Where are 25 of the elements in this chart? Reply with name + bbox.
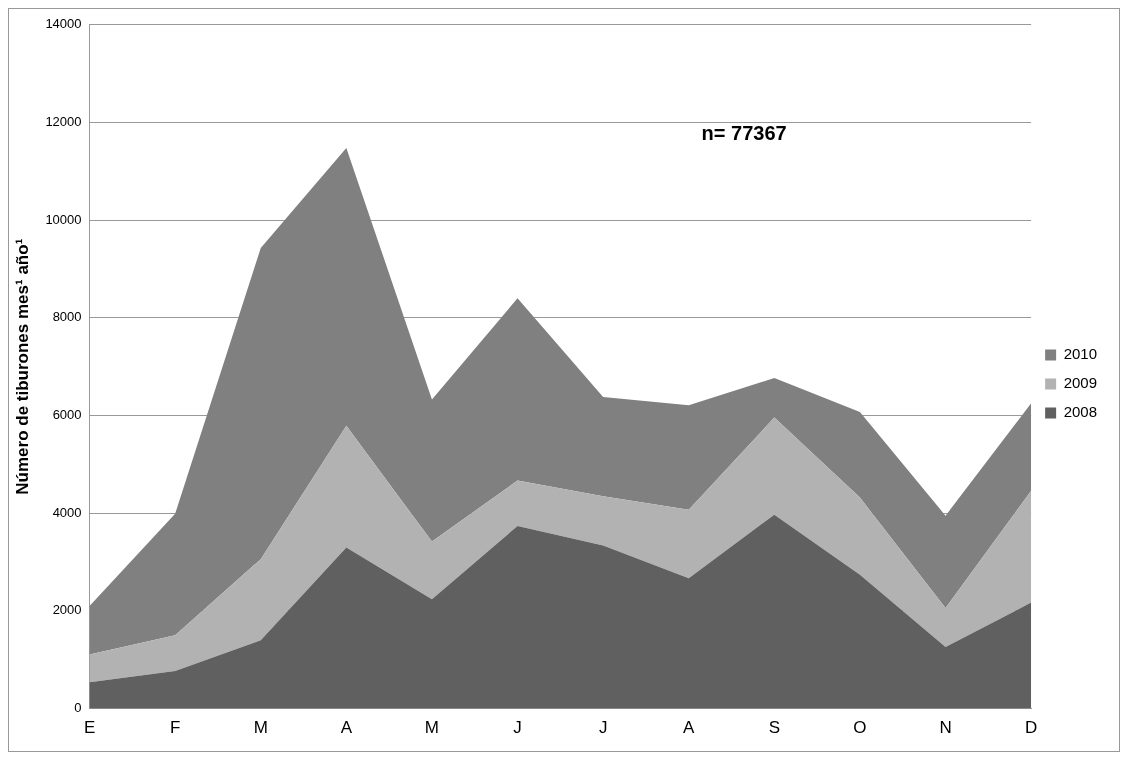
x-tick-label: S — [768, 718, 781, 738]
y-tick-label: 8000 — [52, 309, 82, 325]
annotation: n= 77367 — [701, 121, 787, 144]
y-tick-label: 10000 — [45, 211, 82, 227]
x-tick-label: O — [853, 718, 867, 738]
y-axis-title: Número de tiburones mes¹ año¹ — [12, 238, 32, 495]
y-tick-label: 6000 — [52, 407, 82, 423]
y-tick-label: 4000 — [52, 504, 82, 520]
x-tick-label: E — [83, 718, 96, 738]
x-tick-label: F — [169, 718, 181, 738]
y-tick-label: 14000 — [45, 16, 82, 32]
legend-label: 2009 — [1063, 374, 1098, 392]
x-tick-label: N — [939, 718, 952, 738]
x-tick-label: M — [253, 718, 268, 738]
x-tick-label: D — [1024, 718, 1038, 738]
x-tick-label: J — [598, 718, 608, 738]
y-tick-label: 12000 — [45, 114, 82, 130]
y-tick-label: 0 — [74, 700, 82, 716]
x-tick-label: J — [513, 718, 522, 738]
x-tick-label: A — [683, 718, 696, 738]
x-tick-label: A — [340, 718, 353, 738]
legend-label: 2010 — [1063, 345, 1098, 363]
x-tick-label: M — [424, 718, 440, 738]
legend-label: 2008 — [1063, 403, 1098, 421]
y-tick-label: 2000 — [52, 602, 82, 618]
